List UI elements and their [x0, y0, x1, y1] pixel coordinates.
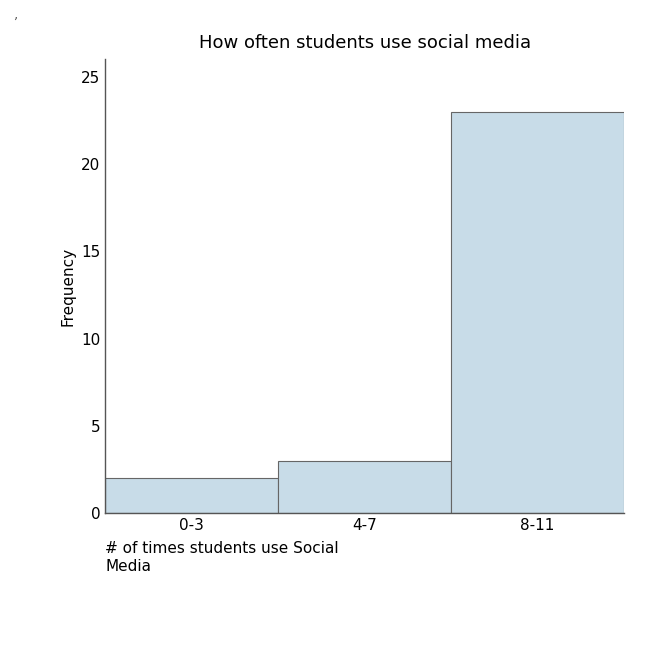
Y-axis label: Frequency: Frequency [60, 247, 76, 326]
Bar [278, 461, 451, 513]
Text: ’: ’ [13, 16, 17, 30]
Title: How often students use social media: How often students use social media [198, 34, 531, 52]
Bar [451, 112, 624, 513]
Bar [105, 478, 278, 513]
X-axis label: # of times students use Social
Media: # of times students use Social Media [105, 542, 339, 574]
